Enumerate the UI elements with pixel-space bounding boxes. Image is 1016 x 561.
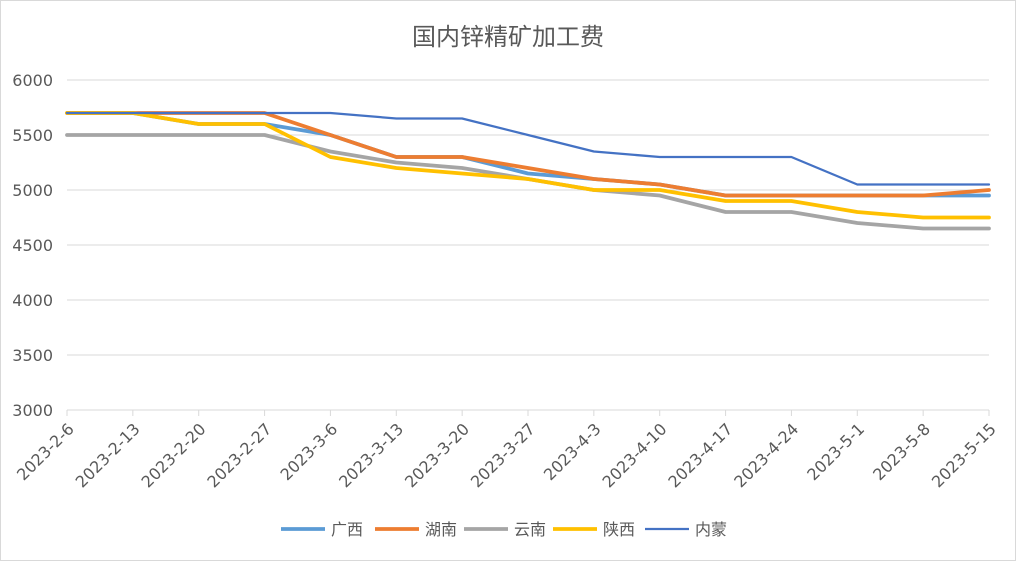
x-tick-label: 2023-2-6 (13, 419, 78, 484)
x-tick-label: 2023-4-3 (540, 419, 605, 484)
series-line (65, 111, 991, 220)
y-tick-label: 3000 (12, 401, 53, 420)
series-line (65, 111, 991, 186)
legend-item: 内蒙 (645, 520, 727, 539)
y-tick-label: 6000 (12, 71, 53, 90)
x-tick-label: 2023-3-13 (335, 419, 407, 491)
legend-label: 内蒙 (695, 520, 727, 539)
x-tick-label: 2023-5-15 (928, 419, 1000, 491)
legend-item: 广西 (281, 520, 363, 539)
chart-title: 国内锌精矿加工费 (412, 23, 604, 51)
x-tick-label: 2023-2-27 (203, 419, 275, 491)
legend-item: 陕西 (553, 520, 635, 539)
x-tick-label: 2023-3-6 (276, 419, 341, 484)
legend: 广西 湖南 云南 陕西 内蒙 (281, 520, 727, 539)
legend-label: 湖南 (425, 520, 457, 539)
legend-label: 云南 (514, 520, 546, 539)
y-tick-label: 4500 (12, 236, 53, 255)
x-tick-label: 2023-5-1 (803, 419, 868, 484)
x-tick-label: 2023-2-20 (138, 419, 210, 491)
series-lines (65, 111, 991, 231)
x-tick-label: 2023-4-10 (599, 419, 671, 491)
legend-item: 云南 (464, 520, 546, 539)
x-tick-label: 2023-3-20 (401, 419, 473, 491)
y-tick-label: 5500 (12, 126, 53, 145)
y-tick-label: 3500 (12, 346, 53, 365)
x-tick-label: 2023-2-13 (72, 419, 144, 491)
legend-label: 广西 (331, 520, 363, 539)
x-tick-label: 2023-4-24 (730, 419, 802, 491)
legend-item: 湖南 (375, 520, 457, 539)
x-tick-label: 2023-3-27 (467, 419, 539, 491)
y-tick-label: 5000 (12, 181, 53, 200)
gridlines (67, 79, 989, 356)
x-tick-label: 2023-4-17 (664, 419, 736, 491)
y-tick-label: 4000 (12, 291, 53, 310)
legend-label: 陕西 (603, 520, 635, 539)
x-tick-label: 2023-5-8 (869, 419, 934, 484)
